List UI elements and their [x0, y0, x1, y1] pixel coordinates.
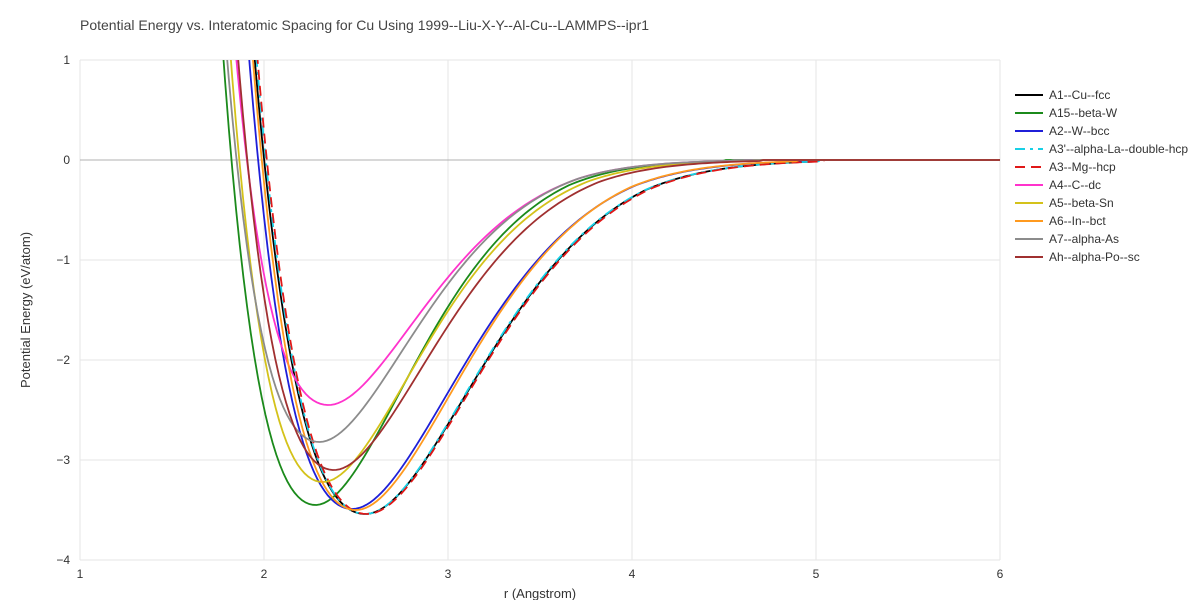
x-axis-label: r (Angstrom) [504, 586, 576, 600]
y-tick-label: −3 [56, 453, 70, 467]
legend-label[interactable]: A3'--alpha-La--double-hcp [1049, 142, 1188, 156]
legend-label[interactable]: A1--Cu--fcc [1049, 88, 1110, 102]
legend-label[interactable]: A2--W--bcc [1049, 124, 1109, 138]
x-tick-label: 6 [997, 567, 1004, 581]
chart-title: Potential Energy vs. Interatomic Spacing… [80, 17, 649, 33]
y-tick-label: −1 [56, 253, 70, 267]
y-tick-label: −4 [56, 553, 70, 567]
legend-label[interactable]: Ah--alpha-Po--sc [1049, 250, 1140, 264]
legend-label[interactable]: A3--Mg--hcp [1049, 160, 1116, 174]
y-tick-label: 1 [63, 53, 70, 67]
x-tick-label: 1 [77, 567, 84, 581]
legend-label[interactable]: A7--alpha-As [1049, 232, 1119, 246]
legend-label[interactable]: A4--C--dc [1049, 178, 1101, 192]
legend-label[interactable]: A5--beta-Sn [1049, 196, 1114, 210]
chart-canvas: Potential Energy vs. Interatomic Spacing… [0, 0, 1200, 600]
legend: A1--Cu--fcc A15--beta-W A2--W--bcc A3'--alp… [1015, 88, 1188, 264]
y-tick-label: −2 [56, 353, 70, 367]
x-tick-label: 4 [629, 567, 636, 581]
y-axis-label: Potential Energy (eV/atom) [18, 232, 33, 388]
x-tick-label: 5 [813, 567, 820, 581]
legend-label[interactable]: A6--In--bct [1049, 214, 1106, 228]
plot-area: 1 2 3 4 5 6 −4 −3 −2 −1 0 1 [56, 0, 1003, 581]
x-tick-label: 3 [445, 567, 452, 581]
x-tick-label: 2 [261, 567, 268, 581]
legend-label[interactable]: A15--beta-W [1049, 106, 1118, 120]
y-tick-label: 0 [63, 153, 70, 167]
